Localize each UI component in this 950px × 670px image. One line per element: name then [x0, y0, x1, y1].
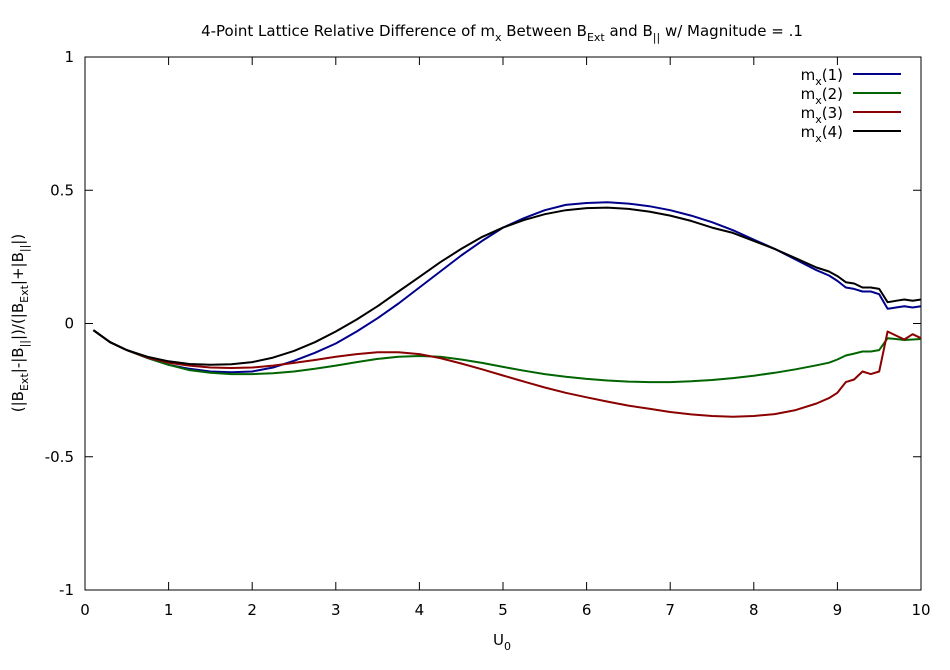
legend-item-4: mx(4)	[801, 123, 901, 145]
x-tick-label-3: 3	[331, 601, 341, 619]
series-line-4	[92, 206, 922, 366]
legend-label-4: mx(4)	[801, 123, 843, 145]
series-line-2	[92, 329, 922, 384]
legend-item-1: mx(1)	[801, 66, 901, 88]
x-tick-label-9: 9	[833, 601, 843, 619]
x-tick-label-2: 2	[247, 601, 257, 619]
x-tick-label-1: 1	[164, 601, 174, 619]
x-tick-label-8: 8	[749, 601, 759, 619]
x-tick-label-5: 5	[498, 601, 508, 619]
y-tick-label-2: 0	[64, 315, 74, 333]
x-tick-label-10: 10	[911, 601, 930, 619]
x-tick-label-0: 0	[80, 601, 90, 619]
legend-label-2: mx(2)	[801, 85, 843, 107]
series-line-1	[92, 201, 922, 374]
y-tick-label-3: 0.5	[50, 181, 74, 199]
y-tick-label-1: -0.5	[45, 448, 74, 466]
x-tick-label-6: 6	[582, 601, 592, 619]
legend-label-3: mx(3)	[801, 104, 843, 126]
legend-label-1: mx(1)	[801, 66, 843, 88]
plot-frame	[84, 56, 922, 591]
y-tick-label-4: 1	[64, 48, 74, 66]
chart-title: 4-Point Lattice Relative Difference of m…	[201, 22, 803, 44]
legend-item-2: mx(2)	[801, 85, 901, 107]
legend: mx(1) mx(2) mx(3) mx(4)	[801, 66, 901, 145]
x-tick-label-4: 4	[415, 601, 425, 619]
axis-ticks: 0 1 2 3 4 5 6 7 8 9 10 -1 -0.5 0 0.5 1	[45, 48, 931, 619]
x-tick-label-7: 7	[665, 601, 675, 619]
y-tick-label-0: -1	[59, 581, 74, 599]
legend-item-3: mx(3)	[801, 104, 901, 126]
series-lines	[92, 201, 922, 418]
series-line-3	[92, 329, 922, 418]
x-axis-label: U0	[493, 631, 511, 653]
y-axis-label: (|BExt|-|B|||)/(|BExt|+|B|||)	[9, 234, 31, 412]
